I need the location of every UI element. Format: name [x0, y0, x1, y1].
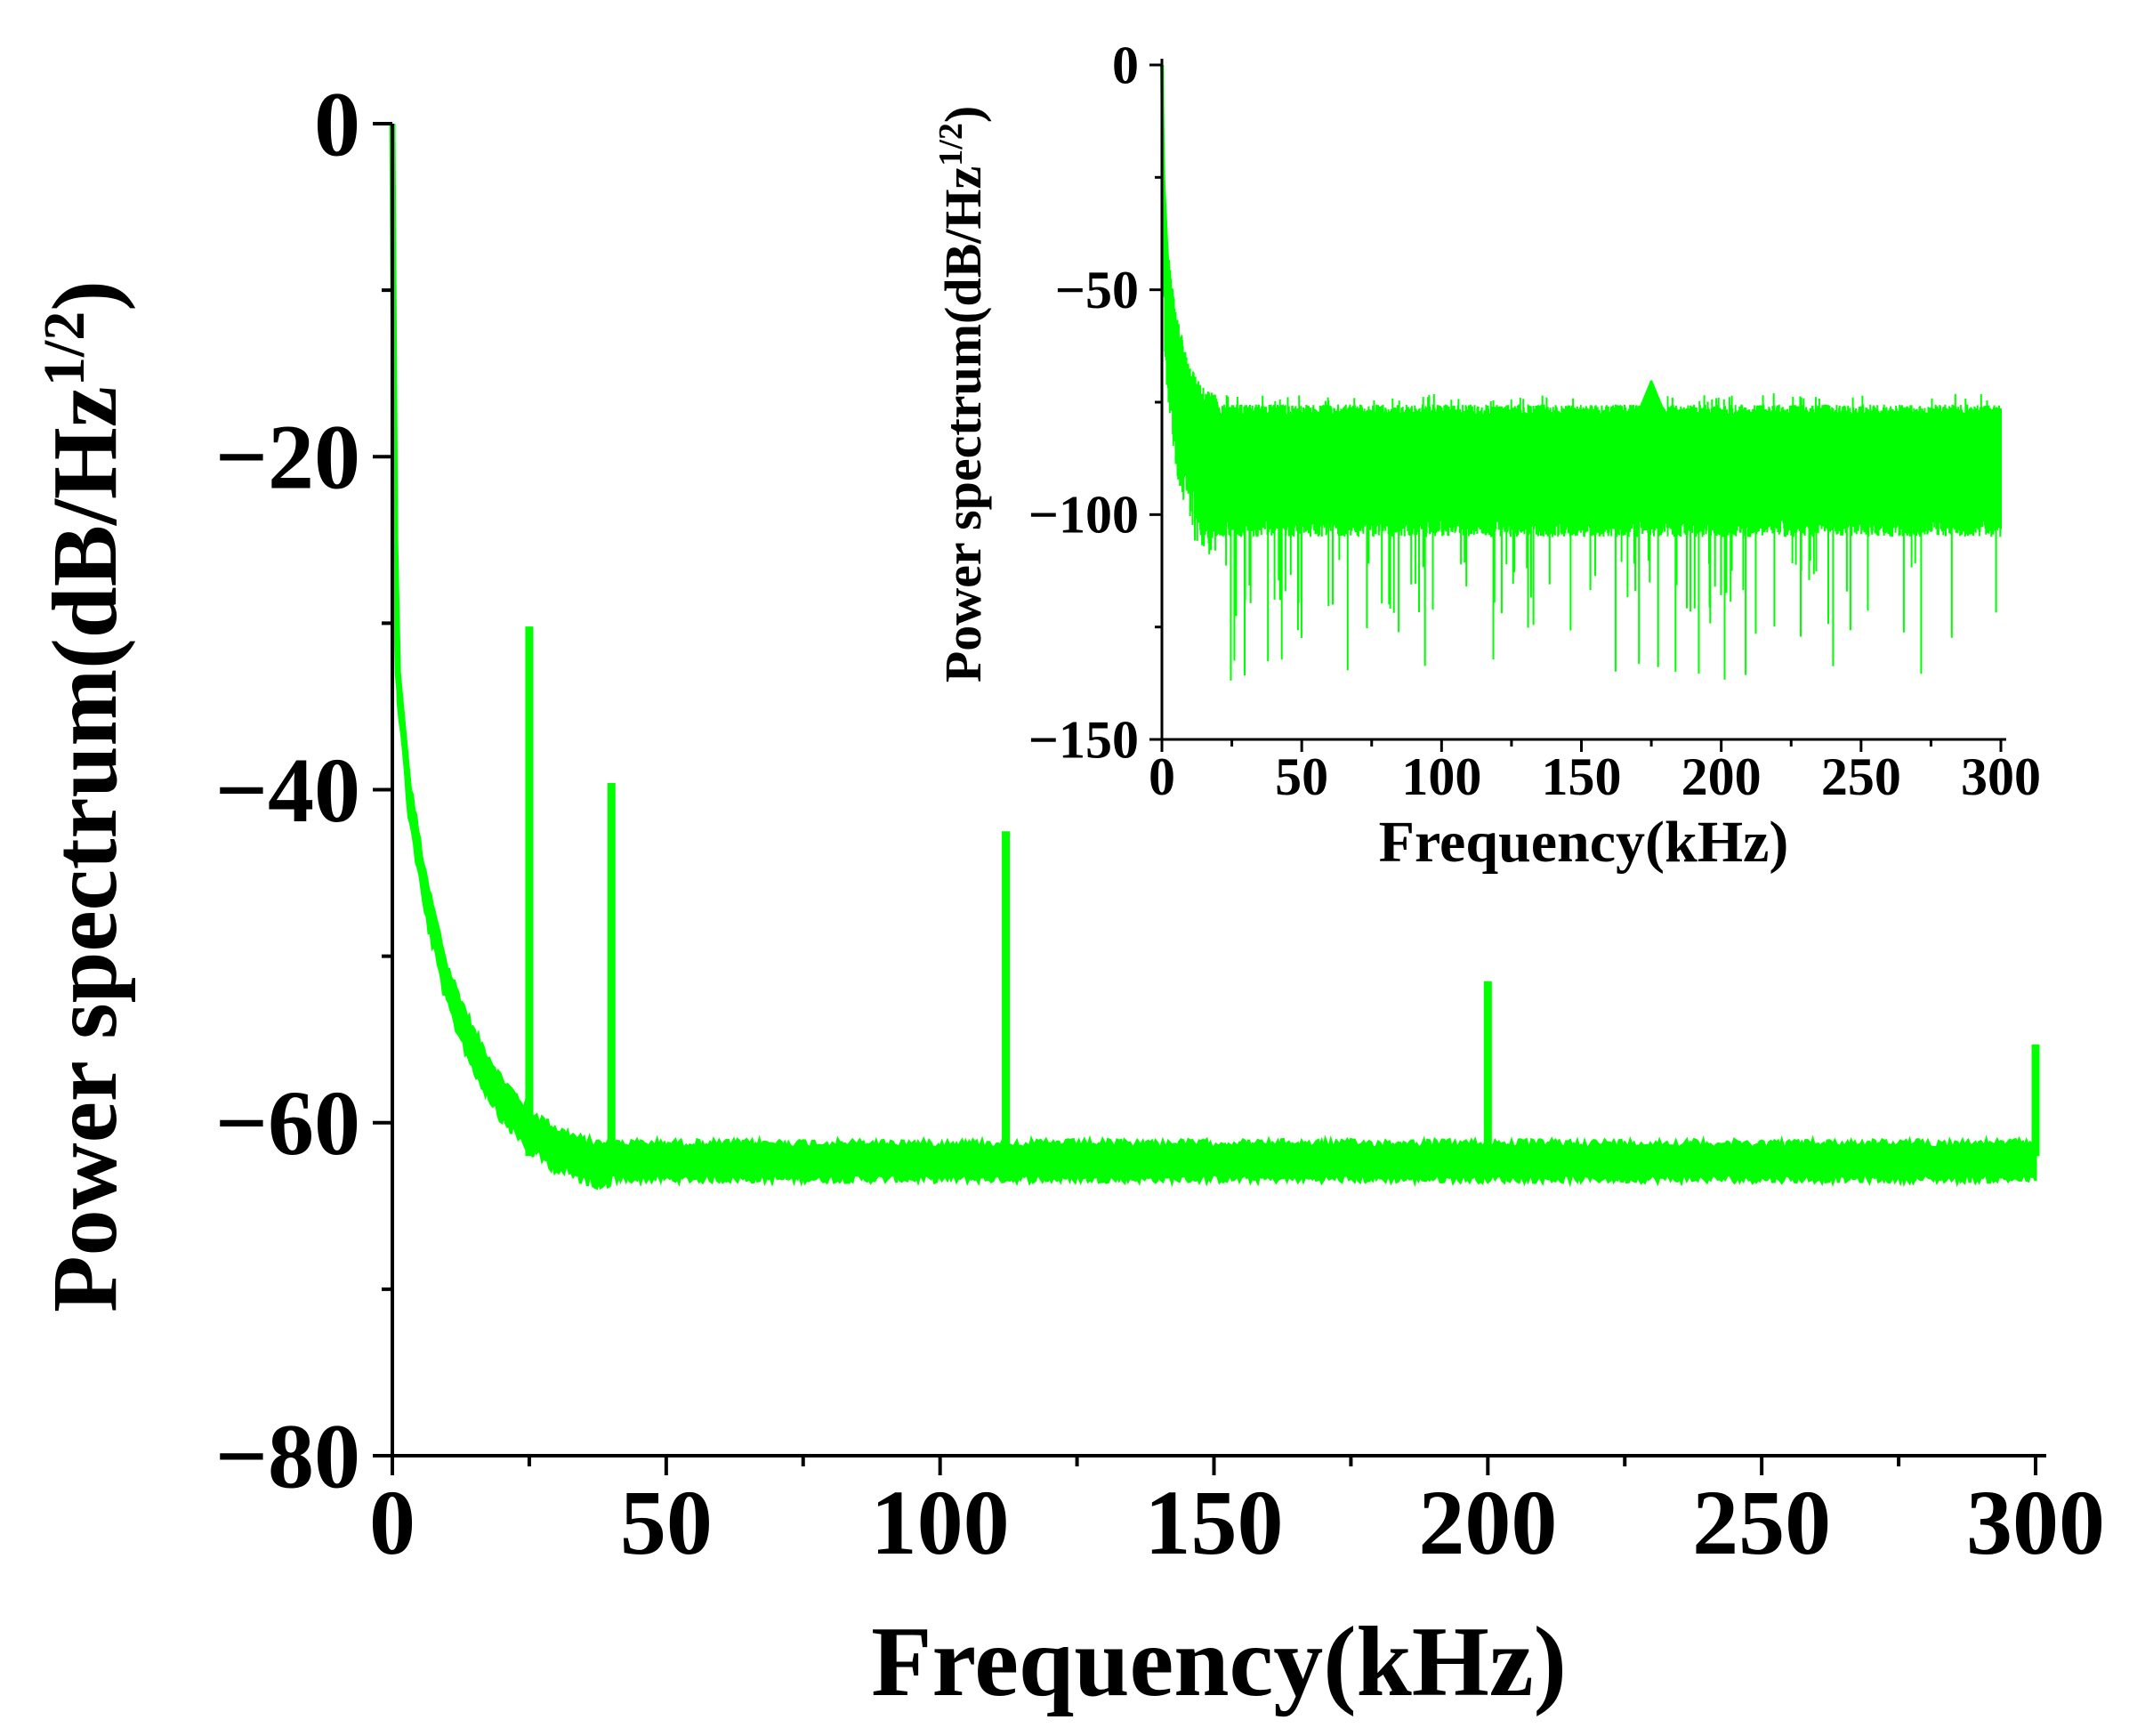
main-x-ticks: 0 50 100 150 200 250 300 — [369, 1456, 2105, 1574]
inset-x-ticks: 0 50 100 150 200 250 300 — [1149, 739, 2041, 806]
inset-y-axis-label: Power spectrum(dB/Hz1/2) — [932, 106, 992, 682]
inset-x-axis-label: Frequency(kHz) — [1379, 810, 1789, 875]
main-y-tick-label: −20 — [215, 407, 360, 509]
main-series-band — [391, 123, 2037, 1191]
main-y-axis-label-sup: 1/2 — [32, 311, 97, 386]
inset-x-tick-label: 150 — [1542, 747, 1622, 806]
inset-series-core — [1217, 424, 2001, 520]
inset-y-axis-label-sup: 1/2 — [932, 123, 970, 166]
inset-y-tick-label: −150 — [1028, 710, 1139, 769]
main-x-tick-label: 200 — [1418, 1472, 1557, 1574]
main-x-tick-label: 0 — [369, 1472, 415, 1574]
inset-y-ticks: 0 −50 −100 −150 — [1028, 36, 1162, 769]
main-x-tick-label: 150 — [1145, 1472, 1284, 1574]
inset-y-axis-label-close: ) — [934, 106, 992, 123]
inset-x-tick-label: 100 — [1401, 747, 1481, 806]
main-y-axis-label: Power spectrum(dB/Hz1/2) — [32, 280, 137, 1312]
main-x-tick-label: 250 — [1692, 1472, 1831, 1574]
inset-plot-area — [1160, 64, 2002, 681]
inset-y-tick-label: 0 — [1112, 36, 1139, 94]
inset-x-tick-label: 50 — [1275, 747, 1328, 806]
main-y-tick-label: −80 — [215, 1405, 360, 1507]
main-y-tick-label: −60 — [215, 1072, 360, 1175]
main-y-tick-label: −40 — [215, 739, 360, 842]
main-y-ticks: 0 −20 −40 −60 −80 — [215, 73, 392, 1507]
inset-series-noise — [1161, 65, 2002, 681]
inset-y-axis-label-text: Power spectrum(dB/Hz — [934, 166, 992, 682]
inset-x-tick-label: 300 — [1961, 747, 2041, 806]
inset-x-tick-label: 250 — [1821, 747, 1901, 806]
inset-x-tick-label: 200 — [1681, 747, 1762, 806]
main-y-tick-label: 0 — [314, 73, 360, 175]
inset-series-line — [1160, 64, 1219, 418]
main-series-line — [389, 123, 612, 1165]
main-x-tick-label: 50 — [620, 1472, 713, 1574]
main-y-axis-label-close: ) — [34, 280, 136, 311]
main-x-tick-label: 300 — [1966, 1472, 2105, 1574]
main-x-tick-label: 100 — [871, 1472, 1010, 1574]
inset-x-tick-label: 0 — [1149, 747, 1175, 806]
inset-y-tick-label: −50 — [1055, 261, 1139, 319]
main-y-axis-label-text: Power spectrum(dB/Hz — [34, 386, 136, 1312]
inset-chart: 0 50 100 150 200 250 300 0 −50 −100 −150 Frequenc… — [932, 36, 2041, 875]
main-chart: 0 50 100 150 200 250 300 0 −20 −40 −60 −80 Frequen… — [32, 73, 2106, 1717]
main-plot-area — [389, 123, 2040, 1191]
main-x-axis-label: Frequency(kHz) — [871, 1607, 1567, 1717]
inset-y-tick-label: −100 — [1028, 486, 1139, 545]
